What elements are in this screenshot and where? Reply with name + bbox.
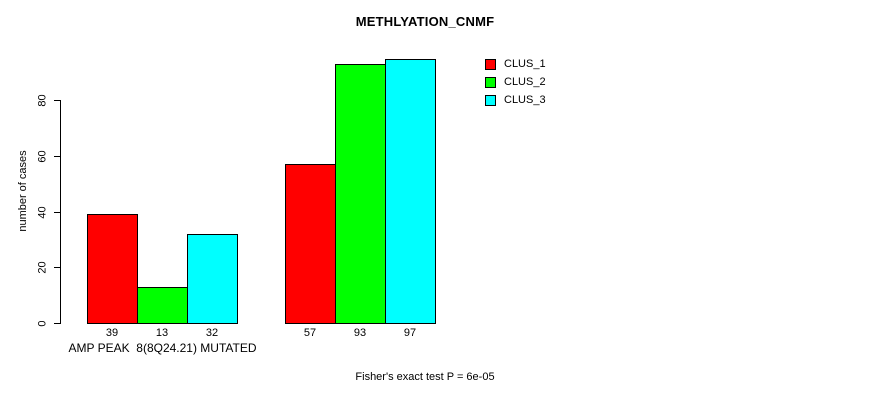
legend: CLUS_1 CLUS_2 CLUS_3 [485,57,546,111]
y-tick-mark-0 [54,323,60,324]
y-tick-label-0: 0 [36,320,49,327]
bar-value-group2-clus2: 93 [353,327,367,339]
chart-title: METHLYATION_CNMF [0,14,890,29]
y-tick-label-60: 60 [36,150,49,163]
legend-label-clus2: CLUS_2 [504,76,546,88]
y-tick-mark-80 [54,100,60,101]
legend-item-clus1[interactable]: CLUS_1 [485,57,546,72]
y-tick-label-20: 20 [36,261,49,274]
bar-group1-clus1[interactable] [87,214,138,324]
bar-group1-clus3[interactable] [187,234,238,324]
legend-swatch-icon-clus3 [485,95,496,106]
bar-group2-clus3[interactable] [385,59,436,324]
bar-value-group1-clus1: 39 [105,327,119,339]
y-tick-label-40: 40 [36,206,49,219]
bar-group1-clus2[interactable] [137,287,188,324]
y-axis-line [60,100,61,324]
legend-swatch-icon-clus1 [485,59,496,70]
bar-group2-clus1[interactable] [285,164,336,324]
statistical-annotation: Fisher's exact test P = 6e-05 [0,371,890,383]
bar-value-group1-clus3: 32 [205,327,219,339]
bar-group2-clus2[interactable] [335,64,386,324]
y-tick-label-80: 80 [36,94,49,107]
y-axis-title: number of cases [17,150,29,232]
chart-title-text: METHLYATION_CNMF [355,14,495,29]
y-tick-mark-60 [54,156,60,157]
y-tick-mark-20 [54,267,60,268]
legend-label-clus1: CLUS_1 [504,58,546,70]
bar-value-group2-clus3: 97 [403,327,417,339]
statistical-annotation-text: Fisher's exact test P = 6e-05 [355,371,495,383]
y-tick-mark-40 [54,212,60,213]
legend-item-clus2[interactable]: CLUS_2 [485,75,546,90]
legend-swatch-icon-clus2 [485,77,496,88]
bar-value-group1-clus2: 13 [155,327,169,339]
group1-label: AMP PEAK 8(8Q24.21) MUTATED [68,341,257,355]
legend-item-clus3[interactable]: CLUS_3 [485,93,546,108]
bar-value-group2-clus1: 57 [303,327,317,339]
legend-label-clus3: CLUS_3 [504,94,546,106]
